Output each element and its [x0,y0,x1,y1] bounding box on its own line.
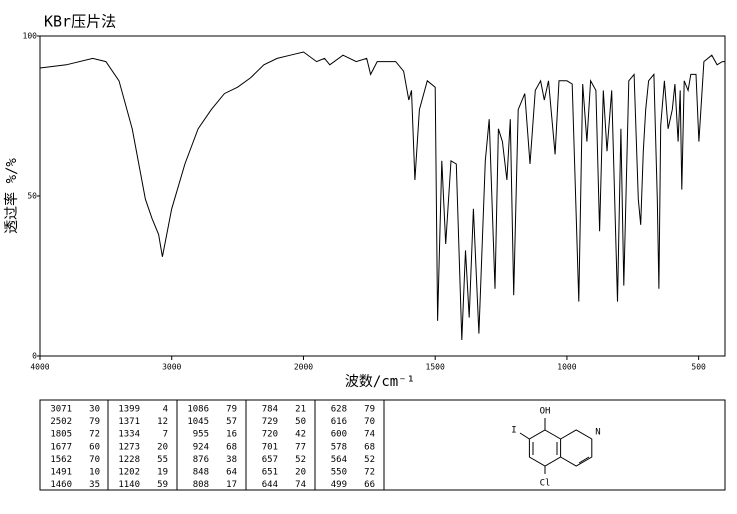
table-cell: 50 [295,417,306,427]
molecule [519,418,593,474]
y-tick-label: 100 [23,32,38,41]
table-cell: 79 [89,417,100,427]
table-cell: 7 [163,430,168,440]
table-cell: 1334 [118,430,140,440]
table-cell: 42 [295,430,306,440]
table-cell: 20 [295,468,306,478]
table-cell: 1677 [50,442,72,452]
table-cell: 600 [331,430,347,440]
table-cell: 616 [331,417,347,427]
table-cell: 79 [226,405,237,415]
table-cell: 57 [226,417,237,427]
table-cell: 729 [262,417,278,427]
table-cell: 651 [262,468,278,478]
table-cell: 1045 [187,417,209,427]
table-cell: 30 [89,405,100,415]
table-cell: 72 [364,468,375,478]
x-tick-label: 1000 [557,363,576,372]
atom-label: N [595,428,600,438]
table-dividers [107,400,385,490]
atom-label: OH [540,407,551,417]
table-cell: 1202 [118,468,140,478]
x-tick-label: 3000 [162,363,181,372]
table-cell: 64 [226,468,237,478]
table-cell: 1228 [118,455,140,465]
table-cell: 77 [295,442,306,452]
table-cell: 1460 [50,480,72,490]
table-cell: 657 [262,455,278,465]
table-cell: 784 [262,405,278,415]
y-axis-label: 透过率 %/% [3,158,20,234]
table-cell: 20 [157,442,168,452]
table-frame [39,399,726,491]
table-cell: 4 [163,405,168,415]
table-cell: 1399 [118,405,140,415]
table-cell: 955 [193,430,209,440]
table-cell: 74 [295,480,306,490]
table-cell: 35 [89,480,100,490]
table-cell: 1086 [187,405,209,415]
table-cell: 10 [89,468,100,478]
table-cell: 60 [89,442,100,452]
x-tick-label: 500 [691,363,706,372]
table-cell: 38 [226,455,237,465]
table-cell: 72 [89,430,100,440]
table-cell: 55 [157,455,168,465]
table-cell: 876 [193,455,209,465]
table-cell: 720 [262,430,278,440]
table-cell: 644 [262,480,278,490]
table-cell: 848 [193,468,209,478]
table-cell: 68 [364,442,375,452]
atom-label: Cl [540,479,551,489]
table-cell: 21 [295,405,306,415]
table-cell: 52 [364,455,375,465]
table-cell: 628 [331,405,347,415]
table-cell: 52 [295,455,306,465]
y-tick-label: 0 [32,352,37,361]
spectrum-line [39,51,725,341]
table-cell: 3071 [50,405,72,415]
table-cell: 70 [364,417,375,427]
table-cell: 924 [193,442,209,452]
table-cell: 2502 [50,417,72,427]
table-cell: 70 [89,455,100,465]
table-cell: 17 [226,480,237,490]
y-tick-label: 50 [27,192,37,201]
table-cell: 564 [331,455,347,465]
table-cell: 68 [226,442,237,452]
x-tick-label: 2000 [294,363,313,372]
atom-label: I [511,426,516,436]
table-cell: 16 [226,430,237,440]
x-tick-label: 4000 [30,363,49,372]
table-cell: 550 [331,468,347,478]
table-cell: 1805 [50,430,72,440]
x-axis-label: 波数/cm⁻¹ [345,374,415,390]
table-cell: 66 [364,480,375,490]
x-tick-label: 1500 [426,363,445,372]
table-cell: 578 [331,442,347,452]
table-cell: 59 [157,480,168,490]
table-cell: 12 [157,417,168,427]
table-cell: 74 [364,430,375,440]
table-cell: 1273 [118,442,140,452]
table-cell: 499 [331,480,347,490]
table-cell: 701 [262,442,278,452]
table-cell: 1562 [50,455,72,465]
table-cell: 79 [364,405,375,415]
table-cell: 808 [193,480,209,490]
table-cell: 1371 [118,417,140,427]
table-cell: 19 [157,468,168,478]
chart-title: KBr压片法 [44,13,116,31]
table-cell: 1491 [50,468,72,478]
table-cell: 1140 [118,480,140,490]
